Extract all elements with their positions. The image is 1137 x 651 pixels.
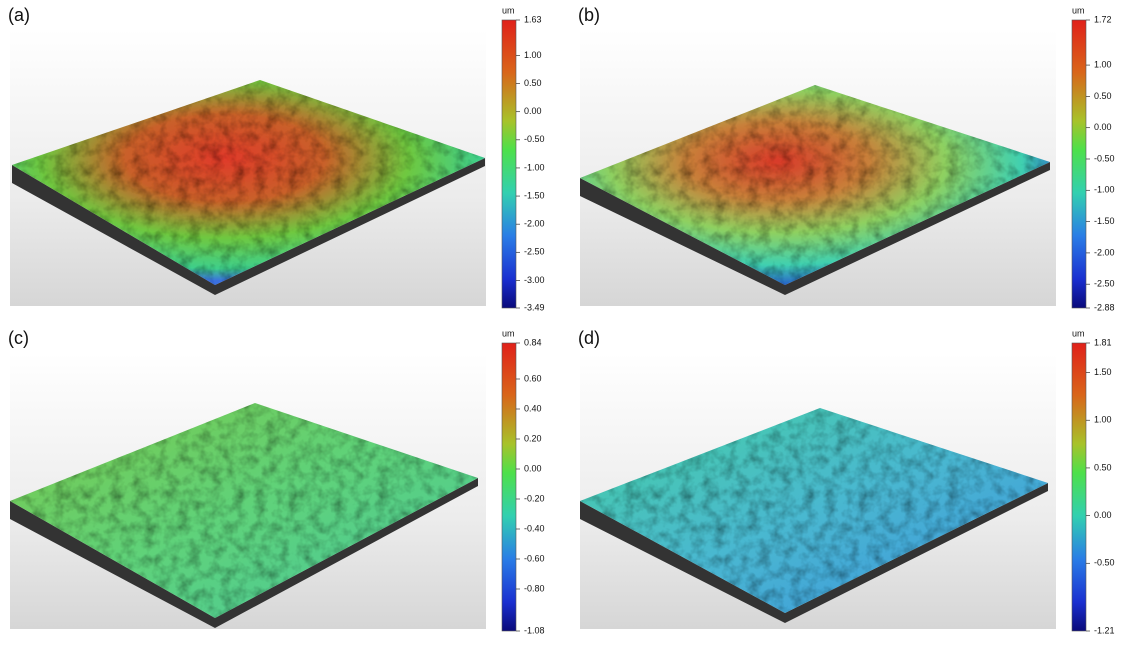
colorbar-tick-label: -2.50 (1094, 279, 1115, 289)
colorbar-unit: um (502, 328, 515, 338)
colorbar-tick-label: 0.50 (1094, 462, 1112, 472)
colorbar-tick-label: -1.08 (524, 625, 545, 635)
colorbar (502, 343, 516, 631)
colorbar-tick-label: 0.40 (524, 403, 542, 413)
colorbar-tick-label: 0.00 (1094, 122, 1112, 132)
colorbar-tick-label: -1.50 (1094, 216, 1115, 226)
panel-label: (b) (578, 5, 600, 25)
colorbar-tick-label: -3.00 (524, 275, 545, 285)
panel: (d) um 1.81 1.50 1.00 0.50 0.00 -0.50 -1.21 (578, 328, 1115, 636)
colorbar-tick-label: 0.00 (1094, 510, 1112, 520)
colorbar-tick-label: 0.50 (1094, 91, 1112, 101)
colorbar-unit: um (502, 5, 515, 15)
colorbar-tick-label: -1.21 (1094, 625, 1115, 635)
colorbar-tick-label: 0.20 (524, 433, 542, 443)
panel-label: (c) (8, 328, 29, 348)
colorbar-tick-label: 1.72 (1094, 14, 1112, 24)
colorbar-tick-label: -2.88 (1094, 302, 1115, 312)
colorbar-tick-label: -0.60 (524, 553, 545, 563)
colorbar-tick-label: -2.50 (524, 247, 545, 257)
colorbar-tick-label: 1.00 (524, 50, 542, 60)
colorbar-tick-label: -0.50 (1094, 558, 1115, 568)
colorbar-tick-label: -2.00 (524, 219, 545, 229)
figure: (a) um 1.63 1.00 0.50 0.00 -0.50 -1.00 -1.50 -2.0… (0, 0, 1137, 646)
colorbar-tick-label: -0.50 (524, 134, 545, 144)
colorbar-tick-label: -1.50 (524, 190, 545, 200)
colorbar (1072, 20, 1086, 308)
colorbar-tick-label: -0.50 (1094, 153, 1115, 163)
panel: (c) um 0.84 0.60 0.40 0.20 0.00 -0.20 -0.40 -0.60… (8, 328, 545, 636)
panel: (b) um 1.72 1.00 0.50 0.00 -0.50 -1.00 -1.50 -2.0… (578, 5, 1115, 313)
panel-label: (d) (578, 328, 600, 348)
colorbar-tick-label: 0.50 (524, 78, 542, 88)
colorbar-tick-label: -1.00 (524, 162, 545, 172)
colorbar-unit: um (1072, 5, 1085, 15)
colorbar (1072, 343, 1086, 631)
panel: (a) um 1.63 1.00 0.50 0.00 -0.50 -1.00 -1.50 -2.0… (8, 5, 545, 313)
colorbar-tick-label: 1.50 (1094, 367, 1112, 377)
colorbar-tick-label: 1.00 (1094, 415, 1112, 425)
colorbar-tick-label: -2.00 (1094, 247, 1115, 257)
page: Surface topography panels html, body { m… (0, 0, 1137, 646)
colorbar-tick-label: -0.40 (524, 523, 545, 533)
page-body: {"panels": [ {"label": "(a)", "colorbar"… (0, 0, 1137, 646)
colorbar-tick-label: 0.00 (524, 463, 542, 473)
colorbar-tick-label: -0.20 (524, 493, 545, 503)
panel-label: (a) (8, 5, 30, 25)
colorbar-tick-label: 0.84 (524, 337, 542, 347)
colorbar-tick-label: -3.49 (524, 302, 545, 312)
colorbar-tick-label: -1.00 (1094, 185, 1115, 195)
colorbar (502, 20, 516, 308)
colorbar-tick-label: -0.80 (524, 583, 545, 593)
colorbar-tick-label: 0.00 (524, 106, 542, 116)
colorbar-tick-label: 0.60 (524, 373, 542, 383)
colorbar-tick-label: 1.81 (1094, 337, 1112, 347)
colorbar-tick-label: 1.63 (524, 14, 542, 24)
colorbar-unit: um (1072, 328, 1085, 338)
colorbar-tick-label: 1.00 (1094, 59, 1112, 69)
